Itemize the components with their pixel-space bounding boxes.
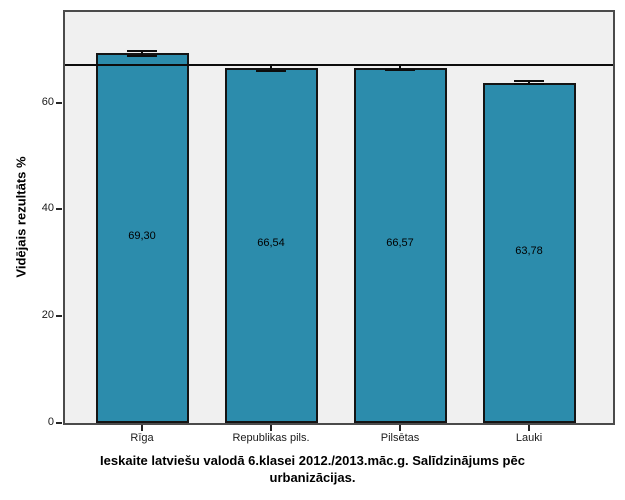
bar-value-label: 66,57 xyxy=(386,237,414,250)
y-tick-label: 40 xyxy=(41,202,54,215)
x-tick-mark xyxy=(399,425,401,431)
error-bar-vline xyxy=(141,49,143,57)
y-tick-label: 0 xyxy=(47,416,54,428)
error-bar-vline xyxy=(399,64,401,71)
error-bar-vline xyxy=(528,79,530,86)
chart-title: Ieskaite latviešu valodā 6.klasei 2012./… xyxy=(100,453,525,485)
plot-area: 69,30 66,54 66,57 63,78 xyxy=(63,10,615,425)
x-tick-label: Republikas pils. xyxy=(232,432,310,444)
bar xyxy=(353,67,447,423)
bar xyxy=(482,82,576,423)
y-tick-mark xyxy=(56,422,62,424)
y-tick-label: 60 xyxy=(41,95,54,108)
x-tick-mark xyxy=(270,425,272,431)
reference-line xyxy=(65,64,613,67)
x-tick-mark xyxy=(528,425,530,431)
error-bar xyxy=(514,79,544,86)
bar xyxy=(224,67,318,423)
y-tick-mark xyxy=(56,208,62,211)
x-tick-label: Lauki xyxy=(515,432,543,444)
error-bar xyxy=(256,64,286,72)
error-bar xyxy=(385,64,415,71)
y-tick-label: 20 xyxy=(41,309,54,322)
y-tick-mark xyxy=(56,101,62,104)
bar-value-label: 66,54 xyxy=(257,237,285,250)
bar-value-label: 63,78 xyxy=(515,244,543,257)
x-tick-label: Pilsētas xyxy=(380,432,420,444)
x-tick-label: Rīga xyxy=(130,432,154,444)
bar xyxy=(95,53,189,423)
error-bar xyxy=(127,49,157,57)
x-tick-mark xyxy=(141,425,143,431)
error-bar-vline xyxy=(270,64,272,72)
y-axis-title: Vidējais rezultāts % xyxy=(13,156,29,278)
y-tick-mark xyxy=(56,315,62,318)
bar-value-label: 69,30 xyxy=(128,230,156,243)
